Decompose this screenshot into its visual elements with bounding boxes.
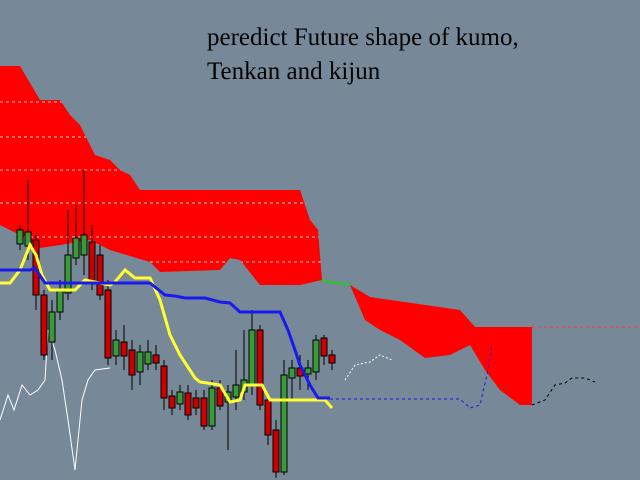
candle bbox=[56, 289, 64, 313]
candle bbox=[288, 367, 296, 379]
candle bbox=[168, 395, 176, 409]
candle bbox=[128, 349, 136, 376]
candle bbox=[96, 254, 104, 296]
candle bbox=[280, 374, 288, 473]
future-kumo bbox=[350, 285, 532, 405]
candle bbox=[208, 387, 216, 427]
candle bbox=[72, 237, 80, 259]
candle bbox=[144, 351, 152, 365]
candle bbox=[160, 365, 168, 399]
candle bbox=[192, 397, 200, 409]
candle bbox=[200, 397, 208, 427]
candle bbox=[216, 387, 224, 407]
candle bbox=[328, 354, 336, 364]
candle bbox=[16, 229, 24, 245]
candle bbox=[304, 367, 312, 375]
annotation-line: peredict Future shape of kumo, bbox=[207, 24, 519, 51]
candle bbox=[112, 339, 120, 357]
annotation-line: Tenkan and kijun bbox=[207, 58, 381, 85]
kumo-flip bbox=[321, 279, 351, 286]
candle bbox=[264, 399, 272, 436]
candle bbox=[40, 294, 48, 356]
future-kijun bbox=[330, 344, 493, 409]
future-chikou bbox=[344, 354, 393, 381]
candle bbox=[88, 241, 96, 283]
candle bbox=[64, 254, 72, 294]
candle bbox=[152, 354, 160, 364]
candle bbox=[48, 311, 56, 343]
candle bbox=[176, 391, 184, 405]
candle bbox=[136, 351, 144, 373]
kumo-cloud bbox=[0, 66, 322, 285]
candle bbox=[80, 234, 88, 256]
candle bbox=[320, 337, 328, 357]
kijun-line bbox=[0, 266, 330, 400]
candle bbox=[312, 339, 320, 373]
candle bbox=[272, 429, 280, 473]
tenkan-line bbox=[0, 241, 334, 409]
candle bbox=[256, 329, 264, 406]
candle bbox=[184, 392, 192, 416]
candle bbox=[104, 289, 112, 359]
future-tenkan bbox=[531, 377, 596, 406]
candle bbox=[120, 341, 128, 357]
candle bbox=[232, 384, 240, 398]
candle bbox=[248, 329, 256, 386]
